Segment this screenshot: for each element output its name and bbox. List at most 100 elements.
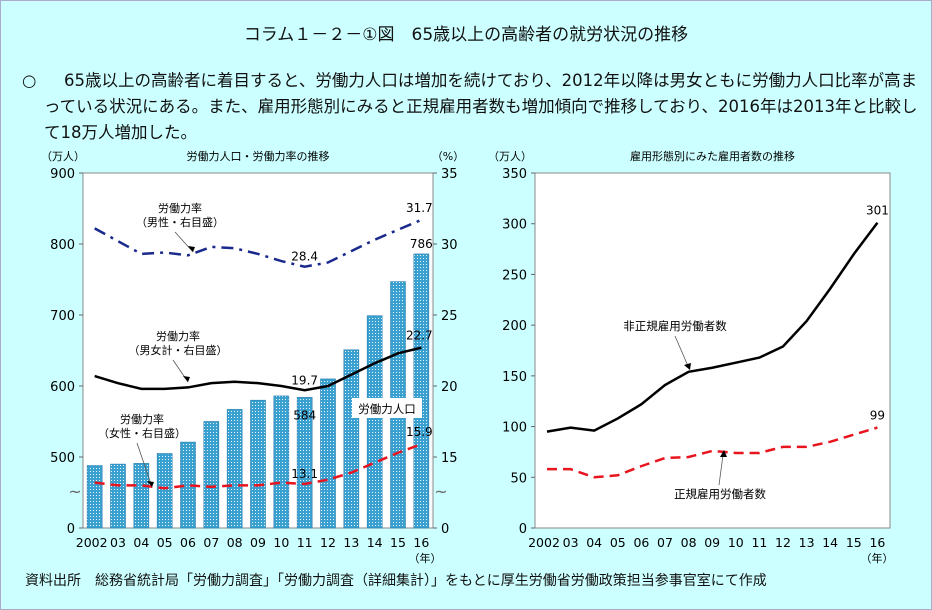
y-tick-label: 150 bbox=[502, 370, 527, 385]
male-annotation-label: 労働力率 bbox=[158, 201, 202, 215]
x-tick-label: 13 bbox=[799, 535, 815, 550]
x-tick-label: 04 bbox=[586, 535, 602, 550]
x-tick-label: 05 bbox=[610, 535, 626, 550]
x-tick-label: 15 bbox=[846, 535, 862, 550]
y-tick-label: 100 bbox=[502, 421, 527, 436]
y-tick-label: 500 bbox=[50, 451, 75, 466]
x-tick-label: 10 bbox=[728, 535, 744, 550]
bar-2002 bbox=[86, 465, 103, 529]
x-unit: （年） bbox=[409, 551, 442, 565]
source-note: 資料出所 総務省統計局「労働力調査」「労働力調査（詳細集計）」をもとに厚生労働省… bbox=[25, 573, 767, 589]
summary-text: 65歳以上の高齢者に着目すると、労働力人口は増加を続けており、2012年以降は男… bbox=[44, 71, 918, 142]
bar-legend-box bbox=[352, 398, 422, 418]
y-tick-label: 600 bbox=[50, 380, 75, 395]
right-chart-title: 雇用形態別にみた雇用者数の推移 bbox=[630, 149, 795, 163]
x-tick-label: 11 bbox=[751, 535, 767, 550]
x-tick-label: 13 bbox=[343, 535, 359, 550]
y-tick-label: 700 bbox=[50, 309, 75, 324]
arrow-head-icon bbox=[147, 481, 154, 487]
arrow-head-icon bbox=[684, 363, 691, 370]
line-data-label: 22.7 bbox=[406, 329, 433, 343]
non-regular-annotation-label: 非正規雇用労働者数 bbox=[623, 319, 727, 333]
y-tick-label: 0 bbox=[519, 522, 527, 537]
y-tick-label: 350 bbox=[502, 167, 527, 182]
x-tick-label: 12 bbox=[775, 535, 791, 550]
bar-10 bbox=[273, 395, 290, 529]
x-tick-label: 06 bbox=[180, 535, 196, 550]
axis-break-icon: ~ bbox=[68, 482, 81, 501]
line-male bbox=[94, 218, 422, 268]
line-total bbox=[94, 346, 422, 392]
x-tick-label: 06 bbox=[633, 535, 649, 550]
x-tick-label: 03 bbox=[563, 535, 579, 550]
bar-09 bbox=[250, 399, 266, 529]
left-y-unit: （万人） bbox=[41, 150, 85, 163]
bar-12 bbox=[320, 378, 336, 529]
figure-title: コラム１－２－①図 65歳以上の高齢者の就労状況の推移 bbox=[243, 25, 689, 45]
x-tick-label: 12 bbox=[320, 535, 336, 550]
y-tick-label: 900 bbox=[50, 167, 75, 182]
male-annotation-arrow bbox=[174, 231, 194, 253]
right-chart-y-unit: （万人） bbox=[488, 150, 532, 163]
regular-annotation-label: 正規雇用労働者数 bbox=[674, 487, 766, 501]
x-tick-label: 14 bbox=[367, 535, 383, 550]
x-tick-label: 16 bbox=[869, 535, 885, 550]
bar-16 bbox=[413, 253, 430, 529]
arrow-head-icon bbox=[183, 376, 190, 382]
bullet-icon: ○ bbox=[22, 71, 37, 90]
bar-07 bbox=[203, 421, 220, 529]
x-tick-label: 16 bbox=[413, 535, 429, 550]
line-data-label: 31.7 bbox=[406, 201, 433, 215]
total-annotation-label: 労働力率 bbox=[156, 329, 200, 343]
x-tick-label: 2002 bbox=[76, 535, 108, 550]
x-tick-label: 07 bbox=[657, 535, 673, 550]
y2-tick-label: 15 bbox=[441, 451, 458, 466]
female-annotation-label: 労働力率 bbox=[120, 412, 164, 426]
y2-tick-label: 20 bbox=[441, 380, 458, 395]
non-regular-annotation-arrow bbox=[674, 335, 689, 367]
line-female bbox=[94, 443, 422, 490]
y2-tick-label: 25 bbox=[441, 309, 458, 324]
x-tick-label: 14 bbox=[822, 535, 838, 550]
bar-14 bbox=[366, 315, 383, 529]
line-data-label: 301 bbox=[866, 204, 889, 218]
line-data-label: 15.9 bbox=[406, 425, 433, 439]
x-tick-label: 09 bbox=[704, 535, 720, 550]
total-annotation-label: （男女計・右目盛） bbox=[129, 343, 228, 357]
bar-legend-label: 労働力人口 bbox=[358, 402, 416, 416]
x-unit: （年） bbox=[861, 551, 894, 565]
x-tick-label: 11 bbox=[297, 535, 313, 550]
y-tick-label: 300 bbox=[502, 218, 527, 233]
x-tick-label: 2002 bbox=[528, 535, 560, 550]
bar-data-label: 584 bbox=[293, 408, 316, 422]
y-tick-label: 50 bbox=[510, 471, 527, 486]
y2-tick-label: 35 bbox=[441, 167, 458, 182]
left-chart-title: 労働力人口・労働力率の推移 bbox=[187, 149, 330, 163]
arrow-head-icon bbox=[188, 246, 195, 252]
male-annotation-label: （男性・右目盛） bbox=[136, 215, 224, 229]
x-tick-label: 04 bbox=[133, 535, 149, 550]
line-non-regular bbox=[546, 221, 879, 433]
y-tick-label: 250 bbox=[502, 268, 527, 283]
y-tick-label: 800 bbox=[50, 238, 75, 253]
female-annotation-arrow bbox=[136, 442, 153, 488]
line-data-label: 19.7 bbox=[291, 373, 318, 387]
arrow-head-icon bbox=[720, 450, 727, 457]
x-tick-label: 08 bbox=[681, 535, 697, 550]
line-data-label: 99 bbox=[870, 409, 885, 423]
bar-04 bbox=[133, 463, 150, 529]
bar-13 bbox=[343, 349, 360, 529]
line-regular bbox=[547, 426, 878, 479]
x-tick-label: 05 bbox=[157, 535, 173, 550]
y-tick-label: 0 bbox=[67, 522, 75, 537]
y2-tick-label: 30 bbox=[441, 238, 458, 253]
line-data-label: 28.4 bbox=[291, 250, 318, 264]
bar-11 bbox=[296, 397, 313, 529]
y2-tick-label: 0 bbox=[441, 522, 449, 537]
x-tick-label: 09 bbox=[250, 535, 266, 550]
x-tick-label: 03 bbox=[110, 535, 126, 550]
line-data-label: 13.1 bbox=[291, 467, 318, 481]
x-tick-label: 07 bbox=[203, 535, 219, 550]
right-y-unit: （%） bbox=[432, 150, 464, 163]
